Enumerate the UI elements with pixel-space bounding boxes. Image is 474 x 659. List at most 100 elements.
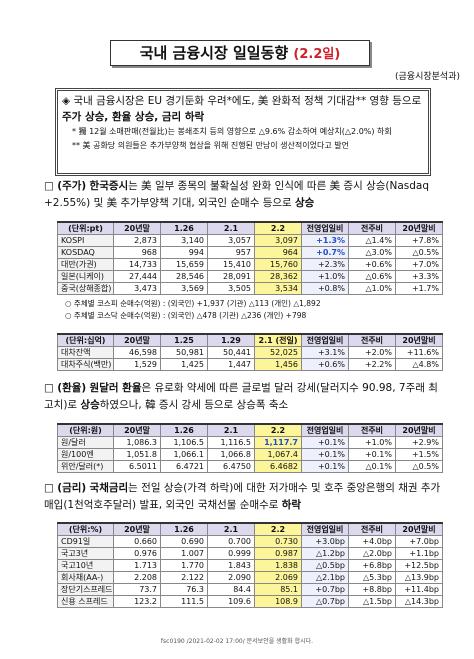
cell: +0.6%	[301, 358, 349, 371]
cell: +1.1bp	[395, 547, 443, 560]
row-label: 일본(니케이)	[57, 270, 114, 283]
data-row: CD91일 0.660 0.690 0.700 0.730 +3.0bp +4.0bp +7.…	[57, 535, 443, 548]
cell: 1,447	[207, 358, 255, 371]
cell: 73.7	[113, 583, 161, 596]
cell: +6.8bp	[348, 559, 396, 572]
cell: 85.1	[254, 583, 302, 596]
cell: △1.2bp	[301, 547, 349, 560]
section-tag: (환율)	[57, 382, 87, 394]
header-cell: 전영업일비	[301, 423, 349, 437]
cell: +7.0bp	[395, 535, 443, 548]
header-cell: 1.26	[160, 221, 208, 235]
data-table: (단위:%) 20년말 1.26 2.1 2.2 전영업일비 전주비 20년말비 CD91일 0.…	[57, 522, 443, 608]
cell: 0.730	[254, 535, 302, 548]
header-cell: 1.26	[160, 522, 208, 536]
data-table: (단위:십억) 20년말 1.25 1.29 2.1 (전일) 전영업일비 전주비 20년말비…	[57, 333, 443, 371]
cell: 1,116.5	[207, 436, 255, 449]
cell: 1,086.3	[113, 436, 161, 449]
data-row: 원/100엔 1,051.8 1,066.1 1,066.8 1,067.4 +0.1% +…	[57, 448, 443, 461]
section-subject: 한국증시	[89, 180, 129, 192]
header-cell: (단위:원)	[57, 423, 114, 437]
cell: +2.0%	[348, 346, 396, 359]
header-cell: 2.1	[207, 221, 255, 235]
lead-emphasis: 주가 상승, 환율 상승, 금리 하락	[62, 111, 205, 123]
cell: △5.3bp	[348, 571, 396, 584]
cell: +7.0%	[395, 258, 443, 271]
cell: 50,981	[160, 346, 208, 359]
lead-text: 국내 금융시장은 EU 경기둔화 우려*에도, 美 완화적 정책 기대감** 영…	[73, 95, 422, 107]
cell: 0.660	[113, 535, 161, 548]
cell: 111.5	[160, 595, 208, 608]
table-rates: (단위:%) 20년말 1.26 2.1 2.2 전영업일비 전주비 20년말비 CD91일 0.…	[57, 522, 443, 608]
header-row: (단위:원) 20년말 1.26 2.1 2.2 전영업일비 전주비 20년말비	[57, 423, 443, 437]
note: ○ 주체별 코스피 순매수(억원) : (외국인) +1,937 (기관) △1…	[65, 299, 321, 308]
header-cell: 20년말비	[395, 522, 443, 536]
header-cell: 20년말비	[395, 221, 443, 235]
cell: 3,534	[254, 282, 302, 295]
cell: +7.8%	[395, 234, 443, 247]
cell: +2.9%	[395, 436, 443, 449]
cell: 50,441	[207, 346, 255, 359]
cell: +1.5%	[395, 448, 443, 461]
cell: +12.5bp	[395, 559, 443, 572]
cell: +3.3%	[395, 270, 443, 283]
summary-note: * 獨 12월 소매판매(전월比)는 봉쇄조치 등의 영향으로 △9.6% 감소…	[72, 127, 392, 136]
row-label: 위안/달러(*)	[57, 460, 114, 473]
cell: +1.0%	[348, 436, 396, 449]
row-label: KOSPI	[57, 234, 114, 247]
cell: △0.5bp	[301, 559, 349, 572]
row-label: 국고10년	[57, 559, 114, 572]
data-row: 신용 스프레드 123.2 111.5 109.6 108.9 △0.7bp △1.5bp △…	[57, 595, 443, 608]
header-cell: 전주비	[348, 423, 396, 437]
cell: 3,140	[160, 234, 208, 247]
cell: 957	[207, 246, 255, 259]
cell: 968	[113, 246, 161, 259]
cell: +0.1%	[301, 448, 349, 461]
cell: 1.713	[113, 559, 161, 572]
data-row: 일본(니케이) 27,444 28,546 28,091 28,362 +1.0% △0.6…	[57, 270, 443, 283]
cell: 6.5011	[113, 460, 161, 473]
table-lending: (단위:십억) 20년말 1.25 1.29 2.1 (전일) 전영업일비 전주비 20년말비…	[57, 333, 443, 371]
cell: 2.069	[254, 571, 302, 584]
cell: △0.5%	[395, 460, 443, 473]
cell: 2,873	[113, 234, 161, 247]
section-subject: 원달러 환율	[89, 382, 142, 394]
cell: 1.770	[160, 559, 208, 572]
header-cell: 전영업일비	[301, 333, 349, 347]
section-rates: □ (금리) 국채금리는 전일 상승(가격 하락)에 대한 저가매수 및 호주 …	[44, 482, 441, 511]
cell: △0.6%	[348, 270, 396, 283]
row-label: KOSDAQ	[57, 246, 114, 259]
header-cell: 20년말	[113, 522, 161, 536]
cell: 2.122	[160, 571, 208, 584]
cell: 3,097	[254, 234, 302, 247]
summary-box: ◈ 국내 금융시장은 EU 경기둔화 우려*에도, 美 완화적 정책 기대감**…	[55, 88, 431, 176]
cell: 1,066.8	[207, 448, 255, 461]
cell: +0.8%	[301, 282, 349, 295]
row-label: 회사채(AA-)	[57, 571, 114, 584]
cell: +1.3%	[301, 234, 349, 247]
cell: 76.3	[160, 583, 208, 596]
cell: 1,425	[160, 358, 208, 371]
cell: 0.987	[254, 547, 302, 560]
row-label: 대차주식(백만)	[57, 358, 114, 371]
data-row: KOSDAQ 968 994 957 964 +0.7% △3.0% △0.5%	[57, 246, 443, 259]
header-row: (단위:pt) 20년말 1.26 2.1 2.2 전영업일비 전주비 20년말비	[57, 221, 443, 235]
header-cell: (단위:%)	[57, 522, 114, 536]
header-cell: 2.1 (전일)	[254, 333, 302, 347]
data-row: 국고10년 1.713 1.770 1.843 1.838 △0.5bp +6.8bp +12…	[57, 559, 443, 572]
header-row: (단위:%) 20년말 1.26 2.1 2.2 전영업일비 전주비 20년말비	[57, 522, 443, 536]
cell: 1,051.8	[113, 448, 161, 461]
cell: 1,117.7	[254, 436, 302, 449]
cell: 28,091	[207, 270, 255, 283]
summary-lead: ◈ 국내 금융시장은 EU 경기둔화 우려*에도, 美 완화적 정책 기대감**…	[62, 95, 422, 123]
section-text: 는 전일 상승(가격 하락)에 대한 저가매수 및 호주 중앙은행의 채권 추가…	[44, 482, 441, 511]
header-cell: (단위:십억)	[57, 333, 114, 347]
cell: 3,569	[160, 282, 208, 295]
cell: 1,066.1	[160, 448, 208, 461]
cell: 123.2	[113, 595, 161, 608]
cell: △3.0%	[348, 246, 396, 259]
cell: +0.1%	[348, 448, 396, 461]
cell: 2.090	[207, 571, 255, 584]
table-fx: (단위:원) 20년말 1.26 2.1 2.2 전영업일비 전주비 20년말비 원/달러 1,0…	[57, 423, 443, 473]
cell: 994	[160, 246, 208, 259]
